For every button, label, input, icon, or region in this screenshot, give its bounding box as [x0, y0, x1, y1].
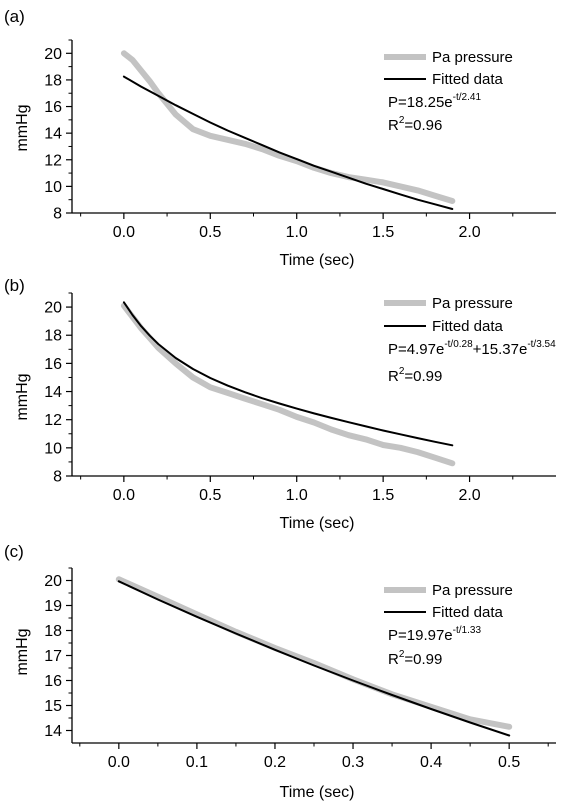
panel-c-formula-exponent: -t/1.33	[453, 625, 482, 636]
panel-b-formula: P=4.97e-t/0.28+15.37e-t/3.54	[388, 339, 556, 358]
panel-b-plot	[120, 301, 456, 467]
series-line-pa-pressure	[120, 302, 456, 467]
panel-b-formula-exponent1: -t/0.28	[444, 339, 473, 350]
y-tick-label: 18	[44, 328, 62, 345]
panel-a-formula-exponent: -t/2.41	[453, 92, 482, 103]
panel-c-r2: R2=0.99	[388, 649, 442, 668]
panel-c-formula-main: P=19.97e	[388, 627, 453, 644]
x-tick-label: 0.4	[420, 754, 442, 771]
x-tick-label: 0.1	[186, 754, 208, 771]
panel-c-r2-value: =0.99	[404, 651, 442, 668]
panel-b-r2-sup: 2	[399, 366, 405, 377]
y-tick-label: 20	[44, 300, 62, 317]
panel-b: (b) mmHg Time (sec) 0.0 0.5 1.0 1.5 2.0 8 10 12…	[4, 276, 556, 532]
series-line-pa-pressure	[120, 50, 456, 204]
panel-a-formula-main: P=18.25e	[388, 94, 453, 111]
panel-b-legend: Pa pressure Fitted data	[384, 295, 513, 335]
panel-a-ylabel: mmHg	[14, 104, 31, 151]
x-tick-label: 0.0	[108, 754, 130, 771]
y-tick-label: 14	[44, 384, 62, 401]
x-tick-label: 2.0	[458, 487, 480, 504]
series-line-pa-pressure	[115, 576, 513, 730]
y-tick-label: 15	[44, 698, 62, 715]
panel-c-label: (c)	[4, 542, 24, 561]
legend-label-pa-pressure: Pa pressure	[432, 295, 513, 312]
panel-c-formula: P=19.97e-t/1.33	[388, 625, 481, 644]
panel-c: (c) mmHg Time (sec) 0.0 0.1 0.2 0.3 0.4 0.5 14…	[4, 542, 556, 801]
panel-b-formula-term2: +15.37e	[473, 341, 528, 358]
y-tick-label: 14	[44, 126, 62, 143]
y-tick-label: 17	[44, 648, 62, 665]
panel-a-plot	[120, 50, 456, 210]
panel-a-formula: P=18.25e-t/2.41	[388, 92, 481, 111]
y-tick-label: 16	[44, 673, 62, 690]
series-line-fitted-data	[117, 580, 511, 737]
y-tick-label: 10	[44, 179, 62, 196]
panel-a: (a) mmHg Time (sec) 0.0 0.5 1.0 1.5 2.0 8 10 12…	[4, 7, 556, 269]
x-tick-label: 0.5	[199, 487, 221, 504]
y-tick-label: 16	[44, 99, 62, 116]
panel-a-ticks: 0.0 0.5 1.0 1.5 2.0 8 10 12 14 16 18 20	[44, 39, 556, 241]
x-tick-label: 0.0	[113, 224, 135, 241]
y-tick-label: 8	[53, 206, 62, 223]
x-tick-label: 1.5	[372, 487, 394, 504]
y-tick-label: 16	[44, 356, 62, 373]
y-tick-label: 18	[44, 72, 62, 89]
x-tick-label: 1.0	[286, 224, 308, 241]
panel-b-ticks: 0.0 0.5 1.0 1.5 2.0 8 10 12 14 16 18 20	[44, 292, 556, 504]
x-tick-label: 0.5	[498, 754, 520, 771]
x-tick-label: 1.0	[286, 487, 308, 504]
legend-label-fitted-data: Fitted data	[432, 318, 504, 335]
panel-a-label: (a)	[4, 7, 25, 26]
y-tick-label: 20	[44, 573, 62, 590]
y-tick-label: 14	[44, 723, 62, 740]
panel-c-xlabel: Time (sec)	[280, 784, 355, 801]
panel-b-r2: R2=0.99	[388, 366, 442, 385]
panel-c-legend: Pa pressure Fitted data	[384, 582, 513, 621]
panel-c-ticks: 0.0 0.1 0.2 0.3 0.4 0.5 14 15 16 17 18 19 20	[44, 567, 556, 771]
y-tick-label: 8	[53, 469, 62, 486]
panel-a-r2: R2=0.96	[388, 115, 442, 134]
legend-label-pa-pressure: Pa pressure	[432, 582, 513, 599]
series-line-fitted-data	[122, 301, 454, 447]
panel-c-plot	[115, 576, 513, 737]
panel-a-r2-sup: 2	[399, 115, 405, 126]
panel-a-legend: Pa pressure Fitted data	[384, 49, 513, 88]
y-tick-label: 18	[44, 623, 62, 640]
panel-a-r2-prefix: R	[388, 117, 399, 134]
y-tick-label: 19	[44, 598, 62, 615]
legend-label-pa-pressure: Pa pressure	[432, 49, 513, 66]
legend-label-fitted-data: Fitted data	[432, 71, 504, 88]
series-line-fitted-data	[122, 75, 454, 210]
panel-b-formula-term1: P=4.97e	[388, 341, 444, 358]
y-tick-label: 10	[44, 440, 62, 457]
panel-b-r2-value: =0.99	[404, 368, 442, 385]
panel-a-xlabel: Time (sec)	[280, 252, 355, 269]
x-tick-label: 2.0	[458, 224, 480, 241]
legend-label-fitted-data: Fitted data	[432, 604, 504, 621]
y-tick-label: 12	[44, 152, 62, 169]
x-tick-label: 0.3	[342, 754, 364, 771]
x-tick-label: 0.2	[264, 754, 286, 771]
panel-b-xlabel: Time (sec)	[280, 515, 355, 532]
y-tick-label: 12	[44, 412, 62, 429]
x-tick-label: 0.5	[199, 224, 221, 241]
panel-c-r2-sup: 2	[399, 649, 405, 660]
panel-b-formula-exponent2: -t/3.54	[527, 339, 556, 350]
x-tick-label: 0.0	[113, 487, 135, 504]
panel-b-label: (b)	[4, 276, 25, 295]
y-tick-label: 20	[44, 46, 62, 63]
x-tick-label: 1.5	[372, 224, 394, 241]
panel-c-ylabel: mmHg	[14, 628, 31, 675]
panel-c-r2-prefix: R	[388, 651, 399, 668]
panel-b-ylabel: mmHg	[14, 373, 31, 420]
panel-a-r2-value: =0.96	[404, 117, 442, 134]
panel-b-r2-prefix: R	[388, 368, 399, 385]
